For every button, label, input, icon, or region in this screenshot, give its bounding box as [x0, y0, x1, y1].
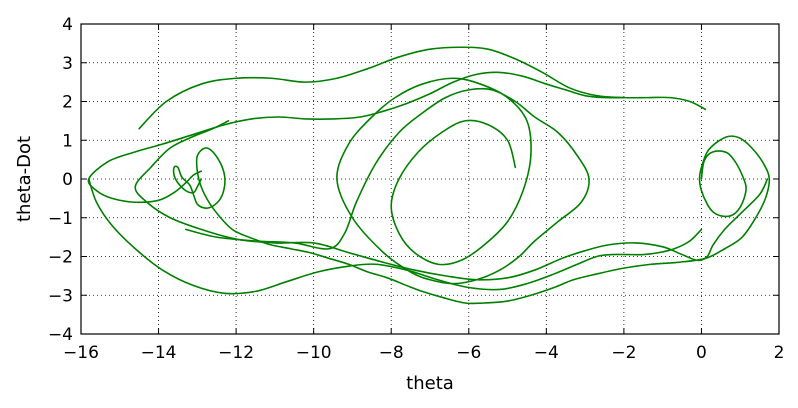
trajectory-line-6 — [138, 46, 707, 130]
y-tick-label: −1 — [48, 209, 73, 229]
trajectory-line-4 — [87, 178, 703, 295]
trajectory-line-1 — [172, 135, 771, 305]
y-axis-label: theta-Dot — [14, 136, 35, 222]
y-tick-label: −4 — [48, 325, 73, 345]
y-tick-label: 2 — [62, 93, 73, 113]
x-tick-label: 2 — [774, 343, 785, 363]
x-tick-label: −4 — [534, 343, 559, 363]
x-tick-label: −2 — [611, 343, 636, 363]
trajectory-line-3 — [184, 77, 590, 285]
y-tick-label: 4 — [62, 15, 73, 35]
series-layer — [87, 46, 771, 305]
y-tick-label: −3 — [48, 286, 73, 306]
x-tick-label: −10 — [296, 343, 332, 363]
y-tick-label: 0 — [62, 170, 73, 190]
y-tick-label: 3 — [62, 54, 73, 74]
x-tick-label: −16 — [63, 343, 99, 363]
x-tick-label: −14 — [141, 343, 177, 363]
y-tick-label: 1 — [62, 131, 73, 151]
x-axis-label: theta — [406, 373, 454, 394]
y-tick-label: −2 — [48, 248, 73, 268]
trajectory-line-5 — [87, 71, 625, 204]
x-tick-label: −8 — [379, 343, 404, 363]
trajectory-line-2 — [134, 120, 769, 281]
x-tick-label: −6 — [456, 343, 481, 363]
x-tick-label: 0 — [696, 343, 707, 363]
x-tick-label: −12 — [218, 343, 254, 363]
